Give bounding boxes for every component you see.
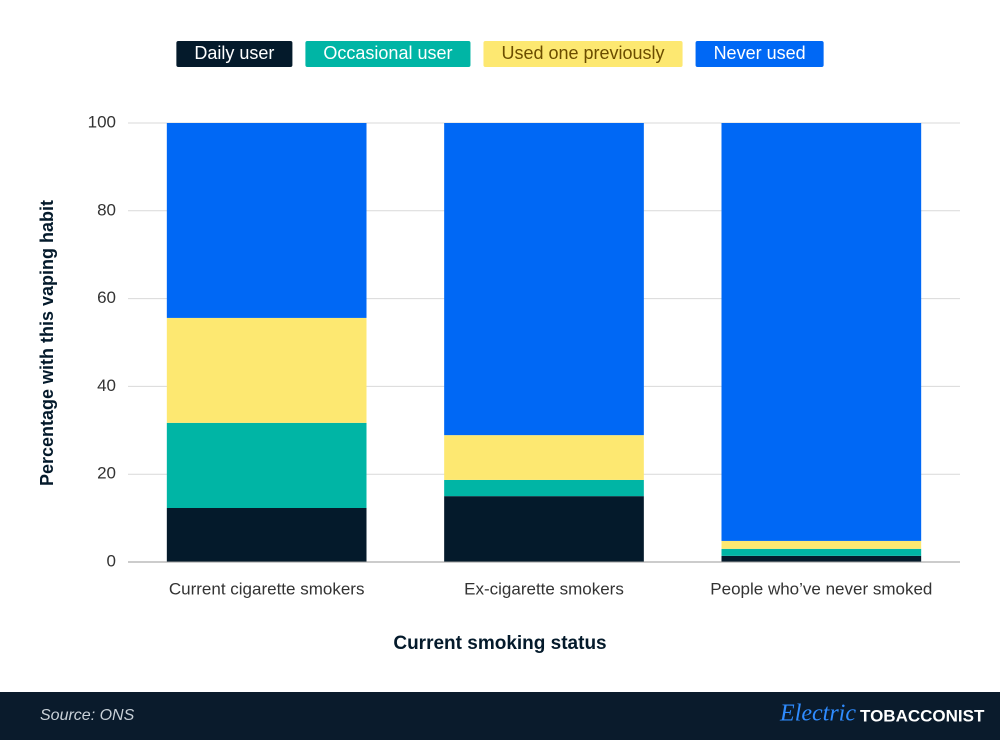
x-tick-label: Ex-cigarette smokers <box>464 579 624 598</box>
y-tick-label: 0 <box>107 551 116 570</box>
bar-segment <box>444 123 644 436</box>
brand-script: Electric <box>779 701 856 727</box>
bar-segment <box>166 317 367 423</box>
bar-segment <box>721 540 922 549</box>
x-axis-title: Current smoking status <box>393 633 606 654</box>
y-tick-label: 80 <box>97 200 116 219</box>
legend-item: Occasional user <box>305 41 471 67</box>
bar-segment <box>444 479 644 497</box>
bar-segment <box>444 435 644 480</box>
y-tick-label: 40 <box>97 376 116 395</box>
y-tick-label: 100 <box>88 112 116 131</box>
legend-swatch <box>695 41 824 67</box>
bar-segment <box>166 508 367 562</box>
bar-segment <box>721 555 922 562</box>
bar-segment <box>721 123 922 541</box>
x-tick-label: People who’ve never smoked <box>710 579 932 598</box>
legend-swatch <box>305 41 471 67</box>
y-tick-label: 60 <box>97 288 116 307</box>
legend-swatch <box>483 41 683 67</box>
legend-item: Never used <box>695 41 824 67</box>
legend-label: Occasional user <box>323 43 452 63</box>
legend-item: Daily user <box>176 41 293 67</box>
footer-band <box>0 692 1000 740</box>
bar-segment <box>166 422 367 509</box>
x-tick-label: Current cigarette smokers <box>169 579 365 598</box>
y-axis-title: Percentage with this vaping habit <box>37 200 57 486</box>
legend-item: Used one previously <box>483 41 683 67</box>
legend-swatch <box>176 41 293 67</box>
legend-label: Used one previously <box>501 43 664 63</box>
brand-bold: TOBACCONIST <box>860 706 985 725</box>
legend-label: Daily user <box>194 43 274 63</box>
source: Source: ONS <box>40 707 135 724</box>
legend: Daily user Occasional user Used one previo… <box>176 41 824 67</box>
bar-segment <box>444 496 644 562</box>
bar-segment <box>721 548 922 556</box>
bar-segment <box>166 123 367 318</box>
y-tick-label: 20 <box>97 464 116 483</box>
legend-label: Never used <box>714 43 806 63</box>
